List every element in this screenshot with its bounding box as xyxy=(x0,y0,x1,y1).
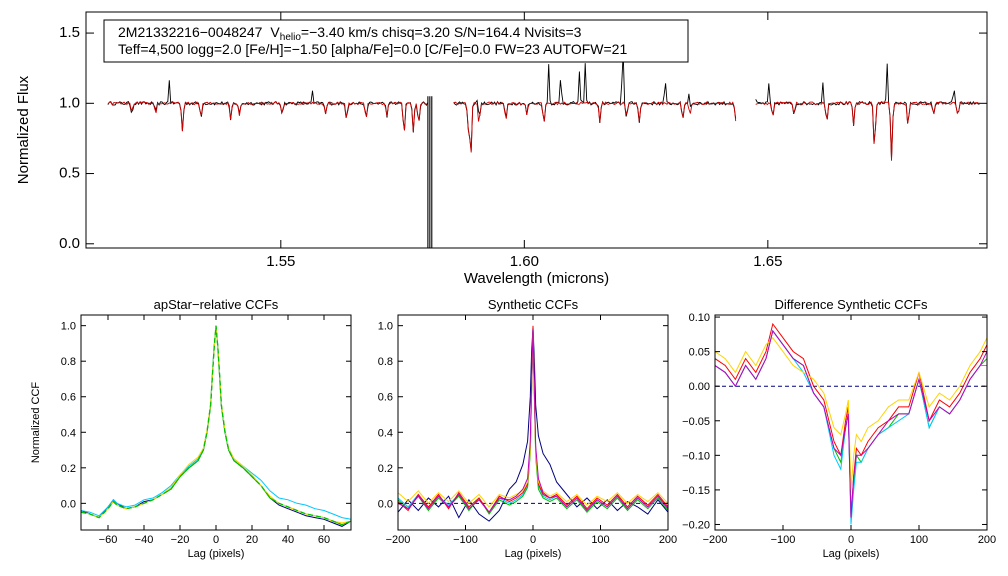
x-tick-label: −100 xyxy=(771,534,796,546)
y-axis-label: Normalized CCF xyxy=(30,382,42,464)
x-axis-label: Wavelength (microns) xyxy=(464,270,609,287)
plot-area xyxy=(107,53,980,248)
info-box-frame xyxy=(103,19,689,63)
plot-frame xyxy=(85,11,988,249)
y-tick-label: 0.2 xyxy=(61,463,76,475)
x-tick-label: 1.65 xyxy=(753,253,782,270)
ccf-series-line-s-green xyxy=(398,329,668,515)
x-tick-label: 100 xyxy=(910,534,928,546)
y-tick-label: 1.0 xyxy=(59,94,80,111)
y-tick-label: 0.6 xyxy=(61,392,76,404)
chart-title: Synthetic CCFs xyxy=(488,297,579,312)
x-tick-label: −200 xyxy=(703,534,728,546)
x-tick-label: 60 xyxy=(318,534,330,546)
x-tick-label: −40 xyxy=(135,534,154,546)
x-tick-label: 40 xyxy=(282,534,294,546)
y-tick-label: 1.0 xyxy=(378,321,393,333)
y-tick-label: 0.2 xyxy=(378,463,393,475)
observed-spectrum-line xyxy=(107,80,429,133)
y-tick-label: 0.4 xyxy=(61,427,76,439)
chart-title: apStar−relative CCFs xyxy=(154,297,279,312)
info-star-id: 2M21332216−0048247 xyxy=(118,24,263,40)
y-tick-label: 0.00 xyxy=(689,381,710,393)
x-tick-label: 0 xyxy=(848,534,854,546)
observed-spectrum-line xyxy=(755,63,980,160)
y-tick-label: 1.5 xyxy=(59,24,80,41)
ccf-series-line-d-yellow xyxy=(715,337,987,490)
x-tick-label: 0 xyxy=(530,534,536,546)
x-tick-label: −60 xyxy=(99,534,118,546)
y-tick-label: 1.0 xyxy=(61,321,76,333)
y-tick-label: 0.0 xyxy=(59,235,80,252)
y-tick-label: 0.0 xyxy=(378,498,393,510)
ccf-series-line-s-yellow xyxy=(398,330,668,508)
x-tick-label: 1.55 xyxy=(266,253,295,270)
model-spectrum-line xyxy=(453,101,737,153)
info-line-2: Teff=4,500 logg=2.0 [Fe/H]=−1.50 [alpha/… xyxy=(118,41,627,57)
x-tick-label: 200 xyxy=(659,534,677,546)
y-tick-label: −0.20 xyxy=(682,519,710,531)
plot-area xyxy=(398,325,668,522)
x-tick-label: −20 xyxy=(171,534,190,546)
y-axis-label: Normalized Flux xyxy=(15,75,32,184)
info-line-1-values: =−3.40 km/s chisq=3.20 S/N=164.4 Nvisits… xyxy=(301,24,582,40)
x-tick-label: 200 xyxy=(978,534,996,546)
observed-spectrum-line xyxy=(453,53,737,151)
x-tick-label: −100 xyxy=(453,534,478,546)
plot-frame xyxy=(80,314,352,531)
ccf-series-line-s-cyan xyxy=(398,329,668,514)
y-tick-label: 0.8 xyxy=(378,356,393,368)
x-axis-label: Lag (pixels) xyxy=(505,548,562,560)
ccf-series-line-visit-2 xyxy=(81,327,351,520)
x-tick-label: 100 xyxy=(591,534,609,546)
y-tick-label: 0.5 xyxy=(59,165,80,182)
y-tick-label: −0.15 xyxy=(682,485,710,497)
ccf-series-line-visit-4 xyxy=(81,327,351,524)
y-tick-label: 0.8 xyxy=(61,356,76,368)
model-spectrum-line xyxy=(755,101,980,161)
spectrum-panel: 1.55 1.60 1.65 0.0 0.5 1.0 1.5 Wavelength (micr… xyxy=(15,11,988,287)
plot-area xyxy=(81,325,351,527)
apstar-ccf-panel: −60 −40 −20 0 20 40 60 0.0 0.2 0.4 0.6 0.8 1.0 Lag (p… xyxy=(30,297,352,560)
y-tick-label: 0.4 xyxy=(378,427,393,439)
info-line-1: 2M21332216−0048247 Vhelio=−3.40 km/s chis… xyxy=(118,24,582,43)
x-tick-label: −200 xyxy=(386,534,411,546)
model-spectrum-line xyxy=(107,101,428,132)
y-tick-label: 0.6 xyxy=(378,392,393,404)
info-vhelio-symbol: V xyxy=(270,24,280,40)
x-tick-label: 20 xyxy=(246,534,258,546)
chart-title: Difference Synthetic CCFs xyxy=(775,297,928,312)
ccf-series-line-s-magenta xyxy=(398,329,668,514)
y-tick-label: 0.0 xyxy=(61,498,76,510)
plot-area xyxy=(715,322,987,525)
synthetic-ccf-panel: −200 −100 0 100 200 0.0 0.2 0.4 0.6 0.8 1.0 Lag (pi… xyxy=(378,297,677,560)
ccf-series-line-d-magenta xyxy=(715,329,987,518)
ccf-series-line-visit-3 xyxy=(81,325,351,526)
y-tick-label: −0.05 xyxy=(682,416,710,428)
x-tick-label: 1.60 xyxy=(510,253,539,270)
y-tick-label: −0.10 xyxy=(682,450,710,462)
y-tick-label: 0.10 xyxy=(689,312,710,324)
x-tick-label: 0 xyxy=(213,534,219,546)
ccf-stack-dashed-line xyxy=(81,325,351,526)
difference-ccf-panel: −200 −100 0 100 200 −0.20 −0.15 −0.10 −0.05 0.00 0… xyxy=(682,297,996,560)
info-box: 2M21332216−0048247 Vhelio=−3.40 km/s chis… xyxy=(103,19,689,63)
y-tick-label: 0.05 xyxy=(689,347,710,359)
ccf-series-line-visit-1 xyxy=(81,327,351,527)
x-axis-label: Lag (pixels) xyxy=(188,548,245,560)
info-vhelio-subscript: helio xyxy=(280,32,302,43)
x-axis-label: Lag (pixels) xyxy=(823,548,880,560)
